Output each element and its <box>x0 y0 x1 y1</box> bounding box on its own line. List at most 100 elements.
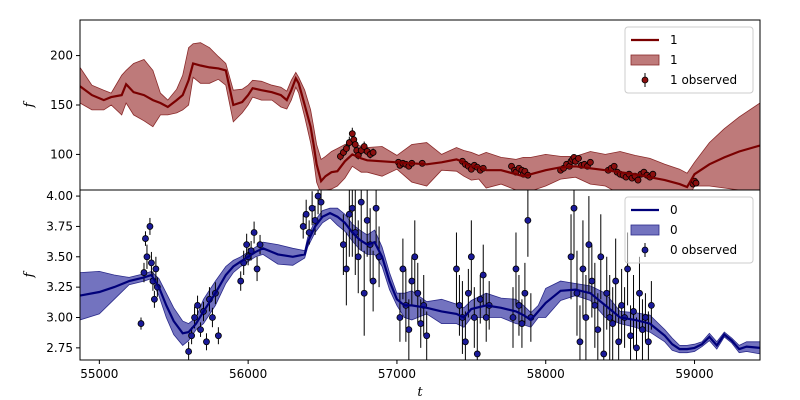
y-tick-label: 100 <box>50 147 73 161</box>
observed-point <box>256 241 264 249</box>
observed-point <box>357 198 365 206</box>
observed-point <box>610 162 618 170</box>
observed-point <box>185 348 193 355</box>
observed-point <box>579 265 587 273</box>
observed-point <box>518 320 526 327</box>
observed-point <box>456 301 463 309</box>
y-axis-label: f <box>22 100 37 108</box>
observed-point <box>360 289 368 297</box>
observed-point <box>363 216 371 224</box>
observed-point <box>627 332 634 340</box>
observed-point <box>317 198 325 206</box>
observed-point <box>618 301 626 309</box>
observed-point <box>609 320 617 327</box>
observed-point <box>476 295 484 303</box>
mean-line <box>80 211 760 351</box>
observed-point <box>588 277 596 285</box>
observed-point <box>339 241 347 249</box>
observed-point <box>417 320 425 327</box>
observed-point <box>470 314 478 321</box>
observed-point <box>692 179 700 187</box>
observed-point <box>354 253 362 261</box>
observed-point <box>308 204 316 212</box>
observed-point <box>509 314 517 321</box>
observed-point <box>482 314 490 321</box>
observed-point <box>152 265 160 273</box>
x-tick-label: 57000 <box>378 367 416 381</box>
observed-point <box>524 216 532 224</box>
observed-point <box>512 265 520 273</box>
observed-point <box>423 332 431 340</box>
observed-point <box>594 326 602 334</box>
legend-label: 1 <box>670 53 678 67</box>
observed-point <box>586 158 594 166</box>
observed-point <box>414 289 422 297</box>
legend-label: 1 observed <box>670 73 737 87</box>
observed-point <box>311 216 319 224</box>
observed-point <box>140 269 148 276</box>
observed-point <box>630 308 637 315</box>
legend-label: 0 observed <box>670 243 737 257</box>
legend: 1 1 1 observed <box>624 26 754 94</box>
y-tick-label: 2.75 <box>46 341 73 355</box>
observed-point <box>570 204 578 212</box>
x-tick-label: 58000 <box>527 367 565 381</box>
observed-point <box>634 176 642 184</box>
legend-band-swatch <box>630 54 660 66</box>
observed-point <box>142 235 149 242</box>
y-axis-label: f <box>22 270 37 278</box>
x-tick-label: 55000 <box>80 367 118 381</box>
observed-point <box>342 265 350 273</box>
observed-point <box>150 295 158 303</box>
observed-point <box>639 326 646 334</box>
observed-point <box>585 241 593 249</box>
legend-point-swatch <box>641 246 649 254</box>
observed-point <box>521 289 529 297</box>
legend-box <box>624 26 754 94</box>
observed-point <box>467 253 475 261</box>
observed-point <box>348 204 356 212</box>
x-tick-label: 59000 <box>675 367 713 381</box>
legend-label: 0 <box>670 203 678 217</box>
legend-label: 1 <box>670 33 678 47</box>
observed-point <box>143 253 151 261</box>
legend-point-swatch <box>641 76 649 84</box>
observed-point <box>342 145 350 152</box>
observed-point <box>369 277 377 285</box>
observed-point <box>372 204 380 212</box>
legend-label: 0 <box>670 223 678 237</box>
observed-point <box>515 301 523 309</box>
observed-point <box>647 301 655 309</box>
x-axis-label: t <box>417 385 423 400</box>
legend-box <box>624 196 754 264</box>
observed-point <box>351 141 359 148</box>
observed-point <box>464 289 472 297</box>
legend-band-swatch <box>630 224 660 236</box>
observed-point <box>250 229 258 236</box>
observed-point <box>243 241 251 249</box>
observed-point <box>645 338 652 346</box>
y-tick-label: 3.50 <box>46 250 73 264</box>
observed-point <box>194 301 201 309</box>
y-tick-label: 200 <box>50 49 73 63</box>
observed-point <box>461 338 469 346</box>
observed-point <box>360 143 368 150</box>
x-tick-label: 56000 <box>229 367 267 381</box>
y-tick-label: 3.00 <box>46 311 73 325</box>
panel-bottom-plot <box>80 190 760 360</box>
observed-point <box>582 314 590 321</box>
observed-point <box>203 338 210 346</box>
observed-point <box>591 301 599 309</box>
observed-point <box>615 338 623 346</box>
confidence-band <box>80 42 760 190</box>
observed-point <box>253 265 261 273</box>
observed-point <box>146 223 154 230</box>
observed-point <box>642 314 649 321</box>
observed-point <box>214 332 222 340</box>
observed-point <box>408 277 416 285</box>
observed-point <box>606 314 614 321</box>
observed-point <box>396 314 404 321</box>
observed-point <box>405 326 413 334</box>
observed-point <box>237 277 245 285</box>
